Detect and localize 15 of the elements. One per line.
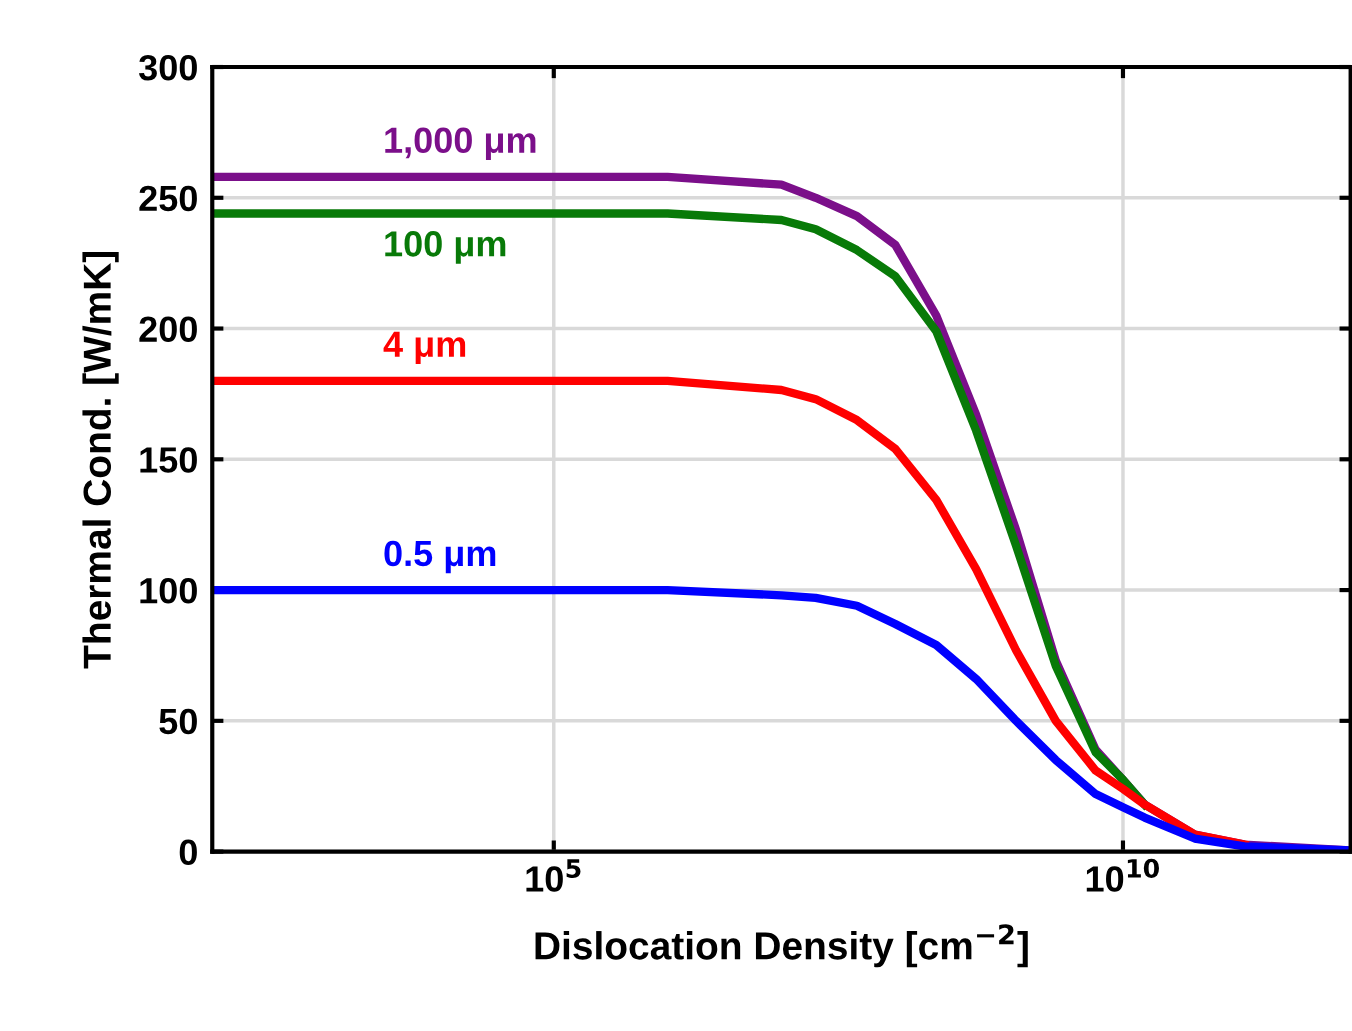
series-label: 100 μm [385, 231, 506, 264]
y-tick-label: 0 [179, 839, 197, 866]
x-axis-title: Dislocation Density [cm$^{−2}$] [535, 924, 1028, 968]
y-tick-label: 300 [138, 54, 197, 81]
y-axis-title: Thermal Cond. [W/mK] [82, 251, 119, 669]
x-tick-label: 10$^{5}$ [526, 859, 581, 892]
y-tick-label: 150 [140, 447, 197, 473]
y-tick-label: 200 [139, 316, 197, 342]
y-tick-label: 250 [139, 185, 197, 212]
y-tick-label: 50 [159, 708, 197, 735]
x-tick-label: 10$^{10}$ [1086, 858, 1159, 892]
series-label: 1,000 μm [385, 127, 536, 161]
y-tick-label: 100 [140, 577, 197, 604]
series-label: 4 μm [383, 331, 466, 365]
series-label: 0.5 μm [384, 540, 496, 574]
